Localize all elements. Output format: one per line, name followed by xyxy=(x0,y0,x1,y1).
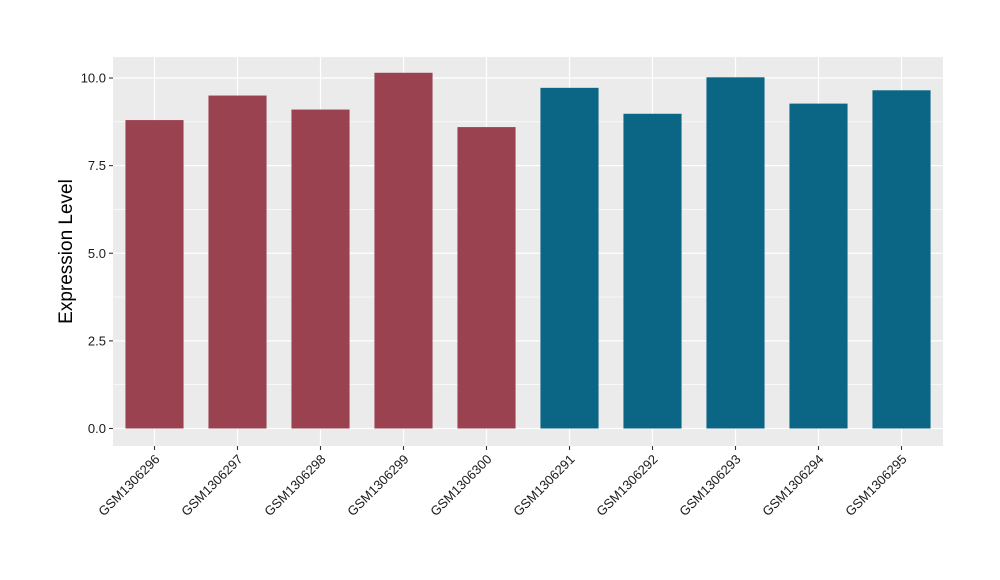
y-tick-label: 0.0 xyxy=(88,421,106,436)
bar-GSM1306294 xyxy=(789,103,848,429)
y-tick-label: 5.0 xyxy=(88,246,106,261)
bar-GSM1306295 xyxy=(872,90,931,429)
bar-GSM1306292 xyxy=(623,113,682,429)
bar-GSM1306291 xyxy=(540,87,599,429)
x-tick-label: GSM1306299 xyxy=(344,452,411,519)
x-tick-label: GSM1306298 xyxy=(261,452,328,519)
y-tick-label: 10.0 xyxy=(81,71,106,86)
bars xyxy=(125,72,931,429)
y-tick-label: 2.5 xyxy=(88,333,106,348)
x-tick-label: GSM1306296 xyxy=(95,452,162,519)
x-tick-label: GSM1306297 xyxy=(178,452,245,519)
bar-GSM1306300 xyxy=(457,127,516,429)
x-tick-label: GSM1306295 xyxy=(842,452,909,519)
y-axis: 0.0 2.5 5.0 7.5 10.0 xyxy=(81,71,113,436)
x-tick-label: GSM1306300 xyxy=(427,452,494,519)
x-tick-label: GSM1306291 xyxy=(510,452,577,519)
bar-GSM1306298 xyxy=(291,109,350,429)
bar-GSM1306293 xyxy=(706,77,765,429)
bar-GSM1306299 xyxy=(374,72,433,429)
x-tick-label: GSM1306293 xyxy=(676,452,743,519)
x-axis: GSM1306296 GSM1306297 GSM1306298 GSM1306299… xyxy=(95,446,910,519)
y-tick-label: 7.5 xyxy=(88,158,106,173)
bar-GSM1306297 xyxy=(208,95,267,429)
x-tick-label: GSM1306292 xyxy=(593,452,660,519)
y-axis-title: Expression Level xyxy=(56,179,77,324)
x-tick-label: GSM1306294 xyxy=(759,452,826,519)
bar-GSM1306296 xyxy=(125,120,184,429)
